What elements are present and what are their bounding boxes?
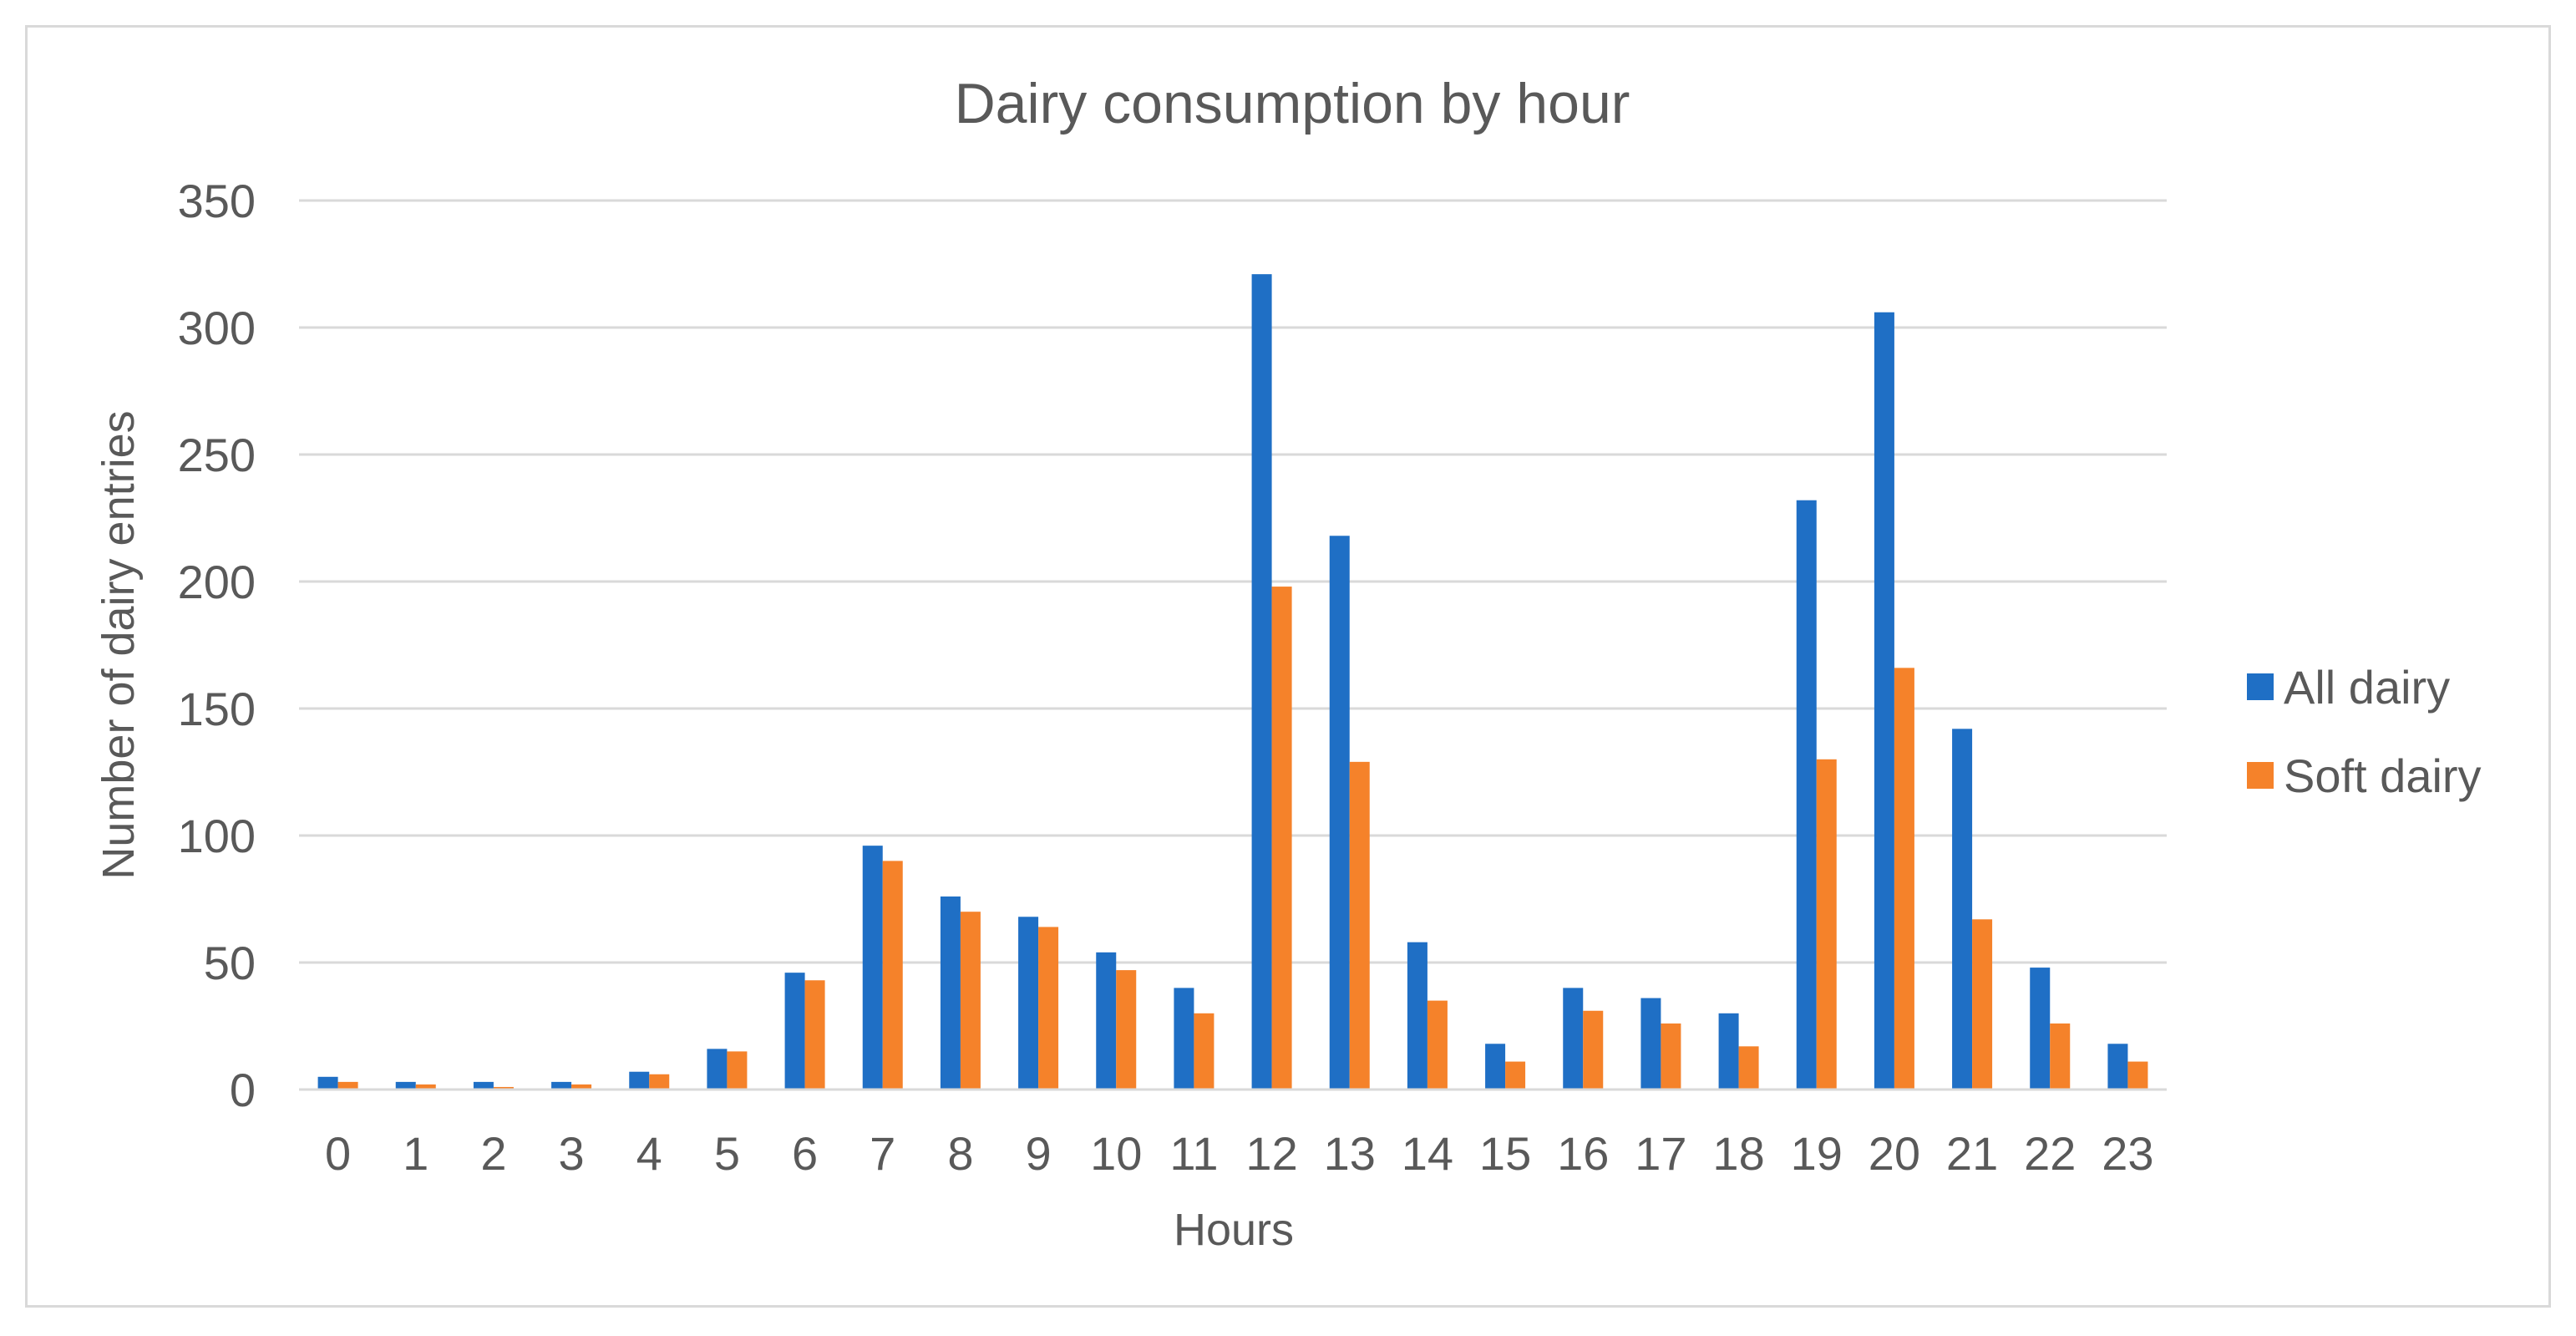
bar-all-dairy-3 — [551, 1081, 572, 1090]
y-tick-label: 50 — [204, 937, 256, 989]
legend-label: All dairy — [2284, 661, 2450, 714]
x-tick-label: 21 — [1946, 1127, 1998, 1180]
x-tick-label: 18 — [1712, 1127, 1764, 1180]
bar-soft-dairy-16 — [1583, 1010, 1604, 1090]
bar-all-dairy-13 — [1329, 536, 1350, 1090]
bar-soft-dairy-11 — [1194, 1013, 1214, 1090]
y-tick-label: 100 — [178, 810, 256, 862]
chart-title: Dairy consumption by hour — [955, 72, 1630, 135]
x-axis-ticks: 0 1 2 3 4 5 6 7 8 9 10 11 12 13 14 15 16 17 18 19 20 21 22 23 — [325, 1127, 2154, 1180]
bar-all-dairy-22 — [2030, 968, 2051, 1090]
bar-all-dairy-11 — [1174, 988, 1194, 1090]
x-tick-label: 11 — [1169, 1127, 1218, 1180]
bar-all-dairy-21 — [1952, 729, 1973, 1090]
legend-swatch — [2247, 762, 2274, 789]
bar-soft-dairy-4 — [649, 1074, 670, 1090]
bar-soft-dairy-5 — [727, 1051, 748, 1090]
y-axis-ticks: 0 50 100 150 200 250 300 350 — [178, 175, 256, 1116]
bar-all-dairy-15 — [1485, 1044, 1506, 1090]
x-tick-label: 15 — [1479, 1127, 1531, 1180]
bar-all-dairy-2 — [473, 1081, 494, 1090]
x-tick-label: 7 — [870, 1127, 895, 1180]
bar-soft-dairy-22 — [2050, 1023, 2071, 1090]
x-tick-label: 19 — [1791, 1127, 1843, 1180]
bar-all-dairy-7 — [862, 846, 883, 1090]
x-tick-label: 0 — [325, 1127, 351, 1180]
bar-all-dairy-16 — [1563, 988, 1584, 1090]
x-tick-label: 23 — [2102, 1127, 2153, 1180]
bar-all-dairy-18 — [1718, 1013, 1739, 1090]
bar-soft-dairy-14 — [1427, 1000, 1448, 1090]
bar-soft-dairy-19 — [1816, 759, 1837, 1090]
x-tick-label: 22 — [2024, 1127, 2076, 1180]
bar-soft-dairy-7 — [882, 861, 903, 1090]
y-tick-label: 350 — [178, 175, 256, 227]
x-tick-label: 1 — [403, 1127, 428, 1180]
bar-soft-dairy-3 — [571, 1084, 592, 1090]
bar-soft-dairy-9 — [1038, 927, 1059, 1090]
x-tick-label: 16 — [1557, 1127, 1609, 1180]
bar-soft-dairy-0 — [337, 1081, 358, 1090]
bar-soft-dairy-20 — [1894, 668, 1914, 1090]
x-tick-label: 3 — [559, 1127, 585, 1180]
bar-all-dairy-6 — [784, 973, 805, 1090]
y-tick-label: 200 — [178, 556, 256, 608]
x-tick-label: 2 — [480, 1127, 506, 1180]
legend: All dairy Soft dairy — [2247, 661, 2482, 802]
bars — [317, 274, 2148, 1090]
x-tick-label: 10 — [1090, 1127, 1142, 1180]
bar-all-dairy-10 — [1096, 952, 1117, 1090]
bar-all-dairy-4 — [629, 1071, 650, 1090]
x-tick-label: 14 — [1402, 1127, 1453, 1180]
y-tick-label: 250 — [178, 429, 256, 481]
bar-soft-dairy-8 — [960, 912, 981, 1090]
bar-all-dairy-17 — [1640, 998, 1661, 1090]
bar-soft-dairy-15 — [1505, 1061, 1526, 1090]
bar-soft-dairy-21 — [1972, 919, 1993, 1090]
bar-soft-dairy-2 — [493, 1086, 514, 1090]
bar-all-dairy-5 — [707, 1049, 728, 1090]
x-tick-label: 8 — [947, 1127, 973, 1180]
x-tick-label: 12 — [1245, 1127, 1297, 1180]
bar-all-dairy-8 — [940, 896, 961, 1090]
bar-soft-dairy-1 — [415, 1084, 436, 1090]
y-tick-label: 150 — [178, 683, 256, 735]
x-tick-label: 17 — [1635, 1127, 1686, 1180]
legend-label: Soft dairy — [2284, 749, 2482, 802]
x-tick-label: 5 — [714, 1127, 740, 1180]
gridlines — [299, 199, 2167, 964]
bar-soft-dairy-23 — [2127, 1061, 2148, 1090]
bar-all-dairy-23 — [2107, 1044, 2128, 1090]
y-tick-label: 0 — [230, 1064, 256, 1116]
y-axis-label: Number of dairy entries — [94, 410, 144, 879]
bar-all-dairy-0 — [317, 1076, 338, 1090]
bar-soft-dairy-13 — [1349, 761, 1370, 1090]
bar-all-dairy-19 — [1796, 500, 1817, 1090]
x-tick-label: 13 — [1324, 1127, 1376, 1180]
x-tick-label: 9 — [1026, 1127, 1052, 1180]
bar-soft-dairy-10 — [1116, 970, 1137, 1090]
bar-all-dairy-1 — [395, 1081, 416, 1090]
bar-soft-dairy-6 — [804, 980, 825, 1090]
bar-all-dairy-14 — [1407, 942, 1427, 1090]
bar-soft-dairy-17 — [1661, 1023, 1681, 1090]
x-tick-label: 20 — [1869, 1127, 1920, 1180]
x-tick-label: 6 — [792, 1127, 818, 1180]
bar-all-dairy-20 — [1874, 312, 1894, 1090]
bar-all-dairy-9 — [1018, 917, 1039, 1090]
x-axis-label: Hours — [1174, 1205, 1294, 1255]
y-tick-label: 300 — [178, 302, 256, 354]
bar-soft-dairy-12 — [1271, 587, 1292, 1090]
bar-soft-dairy-18 — [1738, 1046, 1759, 1090]
bar-all-dairy-12 — [1251, 274, 1272, 1090]
legend-swatch — [2247, 673, 2274, 700]
x-tick-label: 4 — [636, 1127, 662, 1180]
